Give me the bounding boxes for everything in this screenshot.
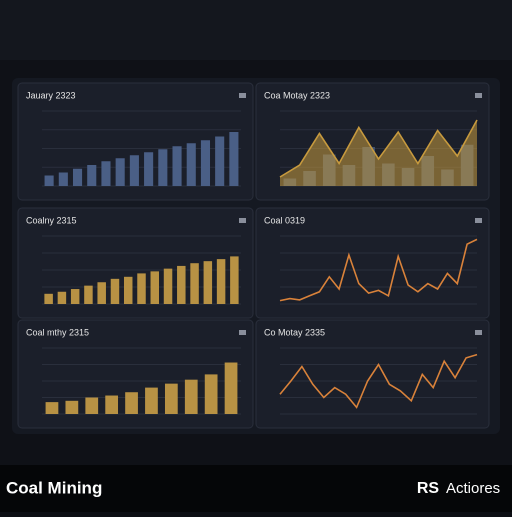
- bar: [164, 383, 178, 414]
- top-bar: [0, 0, 512, 60]
- bar: [190, 263, 199, 304]
- panel-menu[interactable]: [239, 218, 246, 223]
- bar: [65, 400, 79, 414]
- bar: [115, 158, 125, 186]
- bar: [158, 149, 168, 186]
- panel-title: Co Motay 2335: [264, 327, 325, 337]
- line: [279, 119, 478, 178]
- bar: [215, 136, 225, 186]
- logo[interactable]: RS: [417, 480, 440, 497]
- bar: [200, 140, 211, 186]
- bar: [123, 276, 133, 304]
- brand: Coal Mining: [6, 478, 102, 497]
- bar: [72, 168, 83, 186]
- bar: [101, 161, 111, 186]
- bar: [57, 291, 67, 304]
- area: [280, 120, 477, 186]
- bar: [110, 278, 120, 304]
- panel-title: Coalny 2315: [26, 215, 77, 225]
- bar: [163, 268, 173, 304]
- bar: [129, 155, 139, 186]
- bar: [70, 289, 80, 304]
- bar: [97, 282, 106, 304]
- panel-menu[interactable]: [239, 330, 246, 335]
- bar: [125, 392, 138, 414]
- bar: [229, 132, 239, 186]
- bar: [172, 146, 182, 186]
- bar: [145, 387, 158, 414]
- bar: [204, 374, 218, 414]
- bar: [216, 259, 226, 304]
- panel-title: Coal mthy 2315: [26, 327, 89, 337]
- bar: [84, 285, 93, 304]
- bar: [184, 379, 198, 414]
- panel-menu[interactable]: [239, 93, 246, 98]
- bar: [137, 273, 146, 304]
- line: [279, 353, 478, 409]
- panel-title: Jauary 2323: [26, 90, 76, 100]
- bar: [224, 362, 238, 414]
- bar: [85, 397, 99, 414]
- bar: [44, 175, 54, 186]
- bar: [45, 402, 59, 414]
- panel-menu[interactable]: [475, 330, 482, 335]
- bar: [230, 256, 239, 304]
- bar: [58, 172, 68, 186]
- bar: [105, 395, 119, 414]
- bar: [177, 265, 186, 304]
- panel-title: Coal 0319: [264, 215, 305, 225]
- action[interactable]: Actiores: [446, 480, 500, 497]
- bar: [203, 261, 213, 304]
- footer: [0, 465, 512, 512]
- panel-menu[interactable]: [475, 218, 482, 223]
- bar: [87, 165, 97, 186]
- bar: [44, 293, 53, 304]
- bar: [186, 143, 196, 186]
- panel-menu[interactable]: [475, 93, 482, 98]
- line: [279, 238, 478, 302]
- bar: [144, 152, 154, 186]
- panel-title: Coa Motay 2323: [264, 90, 330, 100]
- panels: Jauary 2323 Coa Motay 2323 Coalny 2315 Coal…: [17, 82, 490, 429]
- bar: [150, 271, 160, 304]
